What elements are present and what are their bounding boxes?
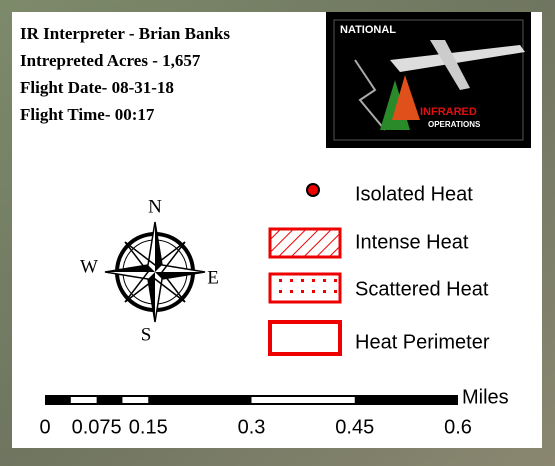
compass-label: N <box>148 196 162 217</box>
scale-segment <box>122 397 149 403</box>
scale-tick-label: 0.075 <box>72 416 122 438</box>
legend-label: Isolated Heat <box>355 183 473 205</box>
compass-rose <box>104 221 206 323</box>
compass-label: W <box>80 256 98 277</box>
compass-label: S <box>141 324 152 345</box>
legend-label: Intense Heat <box>355 231 469 253</box>
info-line: Intrepreted Acres - 1,657 <box>20 51 201 70</box>
scale-segment <box>251 397 355 403</box>
logo-text: INFRARED <box>420 106 477 118</box>
info-line: IR Interpreter - Brian Banks <box>20 24 230 43</box>
legend-label: Heat Perimeter <box>355 331 490 353</box>
scale-segment <box>70 397 97 403</box>
scale-tick-label: 0.45 <box>335 416 374 438</box>
scale-bar: 0 0.075 0.15 0.3 0.45 0.6 Miles <box>39 386 508 438</box>
heat-perimeter-symbol <box>268 320 342 356</box>
info-line: Flight Date- 08-31-18 <box>20 78 174 97</box>
scale-tick-label: 0.6 <box>444 416 472 438</box>
logo-text: NATIONAL <box>340 24 396 36</box>
legend-label: Scattered Heat <box>355 278 489 300</box>
scale-tick-label: 0 <box>39 416 50 438</box>
scale-unit: Miles <box>462 386 509 408</box>
isolated-heat-symbol <box>306 183 320 197</box>
intense-heat-symbol <box>268 227 342 259</box>
scale-tick-label: 0.15 <box>129 416 168 438</box>
scale-tick-label: 0.3 <box>238 416 266 438</box>
compass-label: E <box>207 267 219 288</box>
logo-text: OPERATIONS <box>428 120 481 129</box>
scattered-heat-symbol <box>268 272 342 304</box>
info-line: Flight Time- 00:17 <box>20 105 155 124</box>
logo: NATIONAL INFRARED OPERATIONS <box>326 12 531 148</box>
